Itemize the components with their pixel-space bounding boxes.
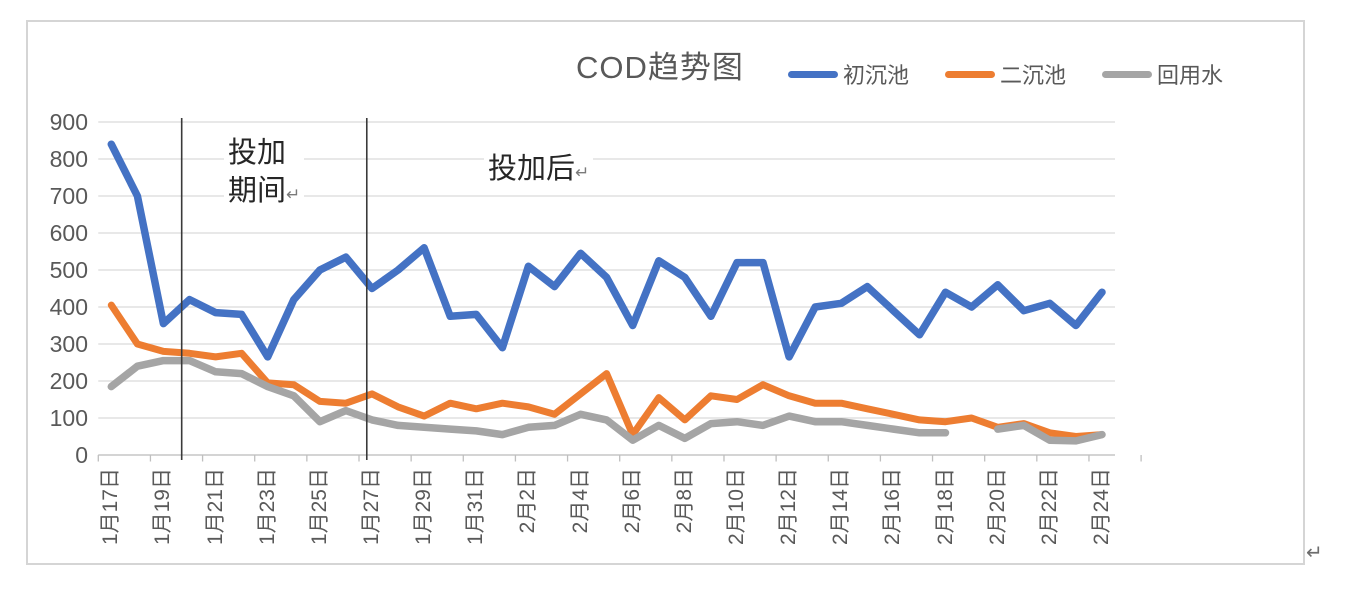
dosing-period-marker-lines — [180, 118, 368, 460]
x-tick-label-2月14日: 2月14日 — [829, 468, 853, 546]
x-tick-label-2月18日: 2月18日 — [933, 468, 957, 546]
legend-swatch-huiyongshui — [1102, 70, 1153, 78]
y-tick-label-500: 500 — [49, 257, 88, 283]
legend-swatch-chuchenchi — [788, 70, 838, 78]
y-tick-label-400: 400 — [49, 294, 88, 320]
x-tick-label-1月23日: 1月23日 — [255, 468, 279, 546]
x-tick-label-1月27日: 1月27日 — [360, 468, 383, 546]
x-tick-label-1月25日: 1月25日 — [307, 468, 331, 546]
legend-label-chuchenchi: 初沉池 — [843, 63, 910, 88]
x-tick-label-2月12日: 2月12日 — [777, 468, 801, 546]
series-line-初沉池 — [107, 140, 1106, 361]
y-tick-label-700: 700 — [49, 183, 88, 209]
series-line-二沉池 — [107, 301, 1106, 440]
legend-swatch-erchenchi — [945, 70, 996, 78]
y-tick-label-600: 600 — [49, 220, 88, 246]
annotation-dosing-period-line2: 期间 — [228, 175, 287, 207]
x-tick-label-2月16日: 2月16日 — [881, 468, 905, 546]
x-tick-label-2月4日: 2月4日 — [568, 468, 592, 534]
x-axis-line — [97, 454, 1142, 462]
legend: 初沉池 二沉池 回用水 — [788, 60, 1223, 88]
x-tick-label-2月20日: 2月20日 — [985, 468, 1009, 546]
x-tick-label-2月22日: 2月22日 — [1037, 468, 1061, 546]
x-tick-label-1月31日: 1月31日 — [464, 468, 488, 546]
x-tick-label-2月2日: 2月2日 — [516, 468, 540, 534]
chart-title: COD趋势图 — [576, 50, 744, 85]
x-tick-label-2月6日: 2月6日 — [620, 468, 644, 534]
y-tick-label-300: 300 — [49, 331, 88, 357]
x-tick-label-2月24日: 2月24日 — [1089, 468, 1113, 546]
legend-label-erchenchi: 二沉池 — [1000, 63, 1067, 88]
y-tick-label-900: 900 — [49, 109, 88, 135]
x-tick-label-1月29日: 1月29日 — [412, 468, 436, 546]
y-tick-label-0: 0 — [75, 442, 88, 468]
x-tick-label-2月10日: 2月10日 — [724, 468, 748, 546]
x-tick-label-2月8日: 2月8日 — [672, 468, 696, 534]
legend-label-huiyongshui: 回用水 — [1157, 63, 1224, 88]
y-tick-label-100: 100 — [49, 405, 88, 431]
x-tick-label-1月21日: 1月21日 — [203, 468, 227, 546]
annotation-after-dosing: 投加后↵ — [484, 150, 594, 192]
x-tick-label-1月17日: 1月17日 — [99, 468, 123, 546]
series-line-回用水 — [107, 356, 1106, 445]
legend-item-chuchenchi[interactable]: 初沉池 — [788, 58, 909, 90]
page-paragraph-return-icon: ↵ — [1306, 542, 1323, 564]
annotation-dosing-period: 投加 期间↵ — [224, 134, 305, 214]
paragraph-return-icon: ↵ — [575, 163, 590, 182]
paragraph-return-icon: ↵ — [286, 185, 301, 204]
chart-object[interactable] — [26, 20, 1305, 565]
y-tick-label-200: 200 — [49, 368, 88, 394]
x-tick-label-1月19日: 1月19日 — [151, 468, 175, 546]
legend-item-erchenchi[interactable]: 二沉池 — [945, 58, 1066, 90]
series-lines — [107, 140, 1106, 445]
y-tick-label-800: 800 — [49, 146, 88, 172]
legend-item-huiyongshui[interactable]: 回用水 — [1102, 58, 1223, 90]
annotation-dosing-period-line1: 投加 — [228, 137, 287, 169]
annotation-after-dosing-text: 投加后 — [488, 153, 576, 185]
